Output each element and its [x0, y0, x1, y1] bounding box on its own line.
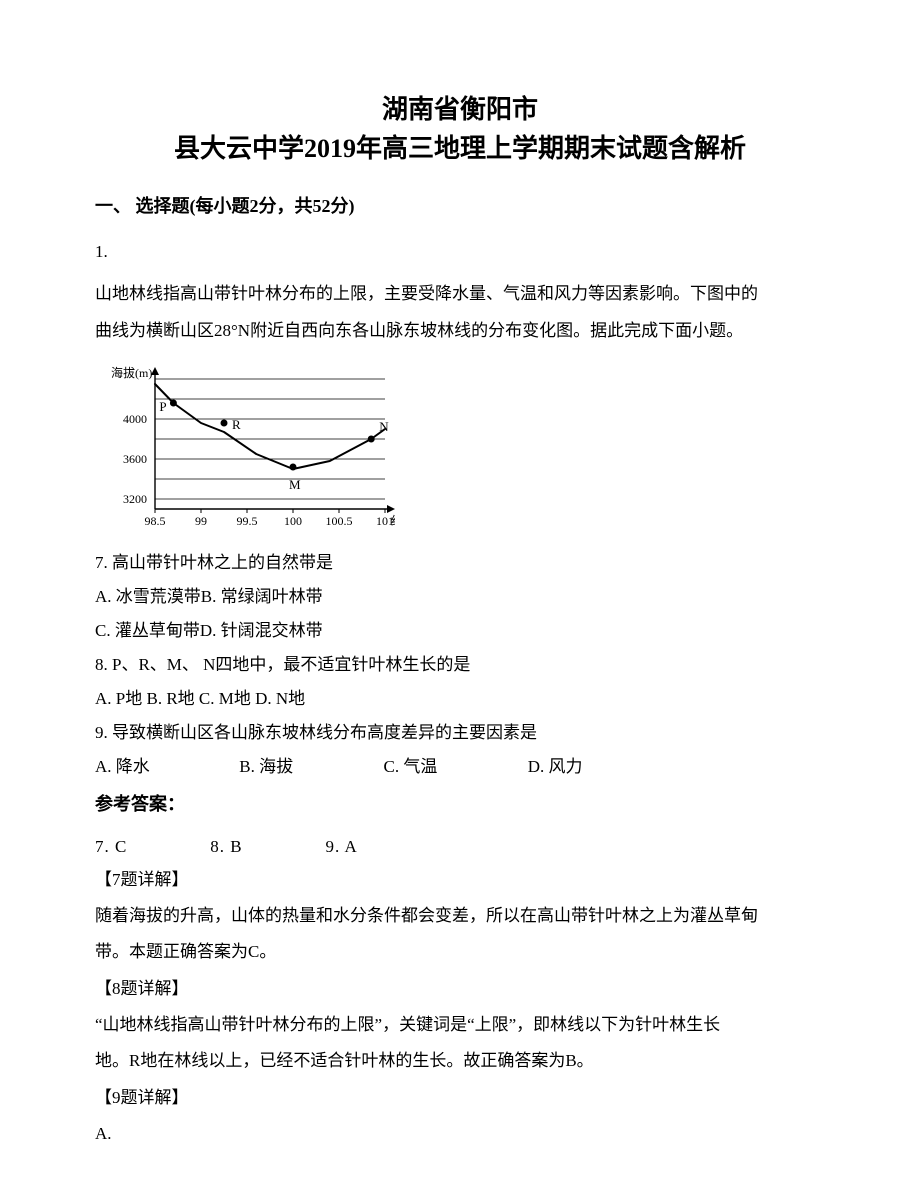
svg-text:4000: 4000: [123, 412, 147, 426]
svg-text:3200: 3200: [123, 492, 147, 506]
ans-8: 8. B: [210, 830, 320, 864]
exp9-header: 【9题详解】: [95, 1082, 825, 1114]
title-line1: 湖南省衡阳市: [95, 90, 825, 129]
document-title: 湖南省衡阳市 县大云中学2019年高三地理上学期期末试题含解析: [95, 90, 825, 168]
svg-text:经度: 经度: [391, 513, 395, 528]
q9-opt-c: C. 气温: [384, 750, 524, 784]
svg-text:M: M: [289, 477, 301, 492]
question-1-number: 1.: [95, 236, 825, 268]
answers-header: 参考答案：: [95, 790, 825, 816]
svg-text:99: 99: [195, 514, 207, 528]
exp8-line1: “山地林线指高山带针叶林分布的上限”，关键词是“上限”，即林线以下为针叶林生长: [95, 1009, 825, 1041]
q9-opt-a: A. 降水: [95, 750, 235, 784]
exp8-line2: 地。R地在林线以上，已经不适合针叶林的生长。故正确答案为B。: [95, 1045, 825, 1077]
question-1-intro-line2: 曲线为横断山区28°N附近自西向东各山脉东坡林线的分布变化图。据此完成下面小题。: [95, 315, 825, 347]
svg-text:N: N: [379, 419, 389, 434]
question-9-options: A. 降水 B. 海拔 C. 气温 D. 风力: [95, 750, 825, 784]
svg-text:100.5: 100.5: [326, 514, 353, 528]
question-7-stem: 7. 高山带针叶林之上的自然带是: [95, 546, 825, 580]
svg-text:98.5: 98.5: [145, 514, 166, 528]
svg-text:99.5: 99.5: [237, 514, 258, 528]
q9-opt-d: D. 风力: [528, 750, 668, 784]
exp7-line2: 带。本题正确答案为C。: [95, 936, 825, 968]
title-line2: 县大云中学2019年高三地理上学期期末试题含解析: [95, 129, 825, 168]
exp8-header: 【8题详解】: [95, 973, 825, 1005]
question-8-options: A. P地 B. R地 C. M地 D. N地: [95, 682, 825, 716]
question-1-intro-line1: 山地林线指高山带针叶林分布的上限，主要受降水量、气温和风力等因素影响。下图中的: [95, 278, 825, 310]
svg-text:3600: 3600: [123, 452, 147, 466]
question-9-stem: 9. 导致横断山区各山脉东坡林线分布高度差异的主要因素是: [95, 716, 825, 750]
treeline-chart: 400036003200海拔(m)98.59999.5100100.5101经度…: [95, 359, 825, 534]
exp9-line1: A.: [95, 1118, 825, 1150]
svg-text:P: P: [159, 399, 166, 414]
svg-text:海拔(m): 海拔(m): [111, 365, 152, 380]
exp7-line1: 随着海拔的升高，山体的热量和水分条件都会变差，所以在高山带针叶林之上为灌丛草甸: [95, 900, 825, 932]
ans-7: 7. C: [95, 830, 205, 864]
question-7-option-cd: C. 灌丛草甸带D. 针阔混交林带: [95, 614, 825, 648]
svg-text:R: R: [232, 417, 241, 432]
question-8-stem: 8. P、R、M、 N四地中，最不适宜针叶林生长的是: [95, 648, 825, 682]
chart-svg: 400036003200海拔(m)98.59999.5100100.5101经度…: [95, 359, 395, 534]
answers-line: 7. C 8. B 9. A: [95, 830, 825, 864]
section-1-header: 一、 选择题(每小题2分，共52分): [95, 192, 825, 218]
exp7-header: 【7题详解】: [95, 864, 825, 896]
svg-text:100: 100: [284, 514, 302, 528]
question-7-option-ab: A. 冰雪荒漠带B. 常绿阔叶林带: [95, 580, 825, 614]
q9-opt-b: B. 海拔: [239, 750, 379, 784]
ans-9: 9. A: [326, 830, 436, 864]
